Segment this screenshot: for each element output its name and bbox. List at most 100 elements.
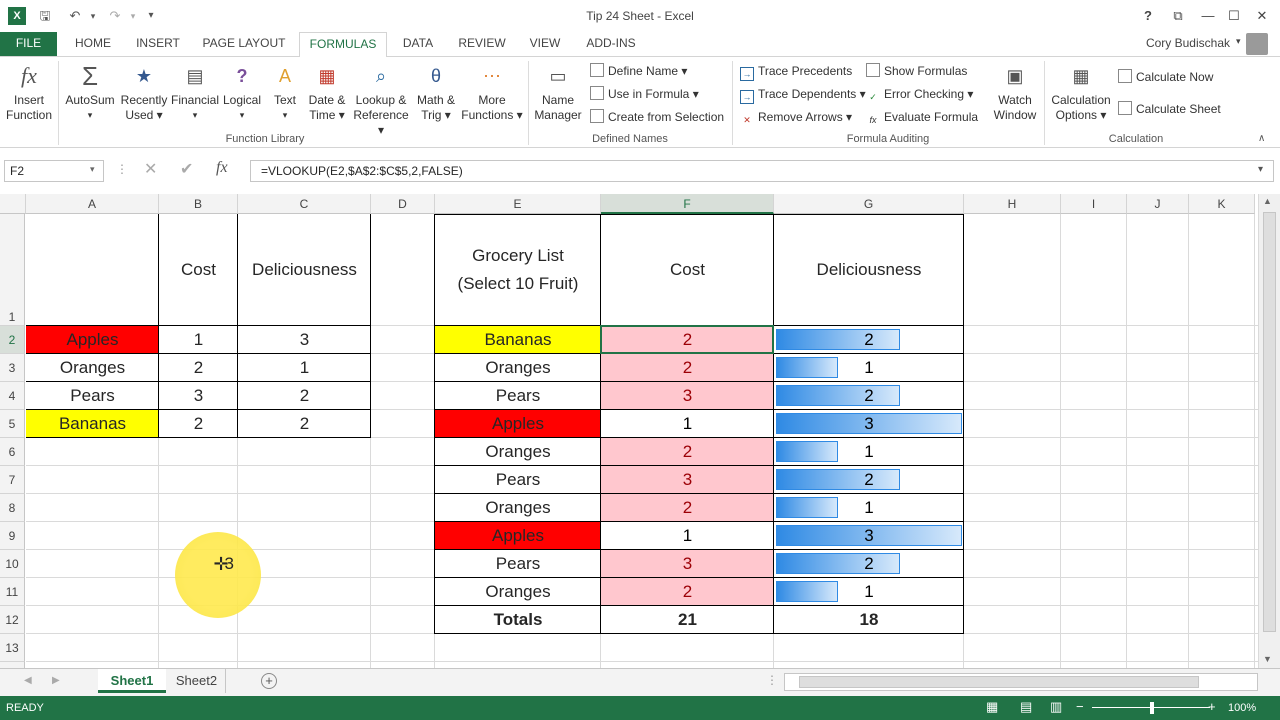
- close-icon[interactable]: ✕: [1256, 8, 1268, 23]
- grocery-deliciousness-cell[interactable]: 1: [864, 582, 874, 601]
- remove-arrows-button[interactable]: ✕ Remove Arrows ▾: [740, 107, 852, 127]
- user-dropdown-icon[interactable]: ▾: [1236, 36, 1241, 46]
- row-header-12[interactable]: 12: [0, 606, 25, 634]
- row-header-2[interactable]: 2: [0, 326, 25, 354]
- enter-icon[interactable]: ✔: [180, 161, 194, 178]
- more-functions-button[interactable]: ⋯ More Functions ▾: [460, 63, 524, 123]
- grocery-fruit-cell[interactable]: Apples: [435, 410, 601, 438]
- grocery-cost-cell[interactable]: 2: [601, 438, 774, 466]
- name-box[interactable]: F2: [4, 160, 104, 182]
- row-header-7[interactable]: 7: [0, 466, 25, 494]
- deliciousness-cell[interactable]: 1: [299, 358, 310, 377]
- deliciousness-cell[interactable]: 2: [299, 386, 310, 405]
- scroll-sheets-left-icon[interactable]: ◀: [24, 675, 32, 686]
- grocery-deliciousness-cell[interactable]: 3: [864, 414, 874, 433]
- redo-dropdown-icon[interactable]: ▾: [130, 11, 136, 21]
- logical-button[interactable]: ? Logical ▾: [220, 63, 264, 123]
- use-in-formula-button[interactable]: Use in Formula ▾: [590, 84, 699, 104]
- row-header-11[interactable]: 11: [0, 578, 25, 606]
- row-header-9[interactable]: 9: [0, 522, 25, 550]
- grocery-cost-cell[interactable]: 2: [601, 578, 774, 606]
- worksheet-grid[interactable]: ABCDEFGHIJK1234567891011121314CostDelici…: [0, 194, 1258, 668]
- text-button[interactable]: A Text ▾: [266, 63, 304, 123]
- grocery-deliciousness-cell[interactable]: 2: [864, 386, 874, 405]
- undo-icon[interactable]: ↶: [69, 8, 81, 23]
- row-header-13[interactable]: 13: [0, 634, 25, 662]
- row-header-8[interactable]: 8: [0, 494, 25, 522]
- tab-file[interactable]: FILE: [0, 32, 57, 56]
- collapse-ribbon-icon[interactable]: ∧: [1258, 133, 1266, 144]
- grocery-fruit-cell[interactable]: Pears: [495, 554, 541, 573]
- formula-input[interactable]: =VLOOKUP(E2,$A$2:$C$5,2,FALSE): [250, 160, 1274, 182]
- grocery-cost-cell[interactable]: 3: [601, 382, 774, 410]
- tab-formulas[interactable]: FORMULAS: [299, 32, 387, 57]
- row-header-5[interactable]: 5: [0, 410, 25, 438]
- grocery-deliciousness-cell[interactable]: 3: [864, 526, 874, 545]
- watch-window-button[interactable]: ▣ Watch Window: [986, 63, 1044, 123]
- insert-function-fx-icon[interactable]: fx: [216, 159, 228, 176]
- scroll-down-icon[interactable]: ▼: [1263, 654, 1272, 664]
- grocery-cost-cell[interactable]: 2: [601, 326, 774, 354]
- define-name-button[interactable]: Define Name ▾: [590, 61, 687, 81]
- grocery-fruit-cell[interactable]: Pears: [495, 470, 541, 489]
- show-formulas-button[interactable]: Show Formulas: [866, 61, 967, 81]
- grocery-fruit-cell[interactable]: Oranges: [485, 582, 551, 601]
- stray-value-cell[interactable]: 3: [224, 554, 234, 573]
- grocery-fruit-cell[interactable]: Oranges: [485, 358, 551, 377]
- help-icon[interactable]: ?: [1144, 8, 1152, 23]
- grocery-cost-cell[interactable]: 1: [682, 526, 693, 545]
- page-break-view-icon[interactable]: ▥: [1050, 699, 1063, 714]
- vertical-scrollbar[interactable]: ▲ ▼: [1258, 194, 1280, 668]
- row-header-6[interactable]: 6: [0, 438, 25, 466]
- zoom-out-icon[interactable]: −: [1076, 699, 1084, 714]
- column-header-a[interactable]: A: [26, 194, 159, 214]
- customize-qat-icon[interactable]: ▾: [148, 10, 154, 21]
- cost-cell[interactable]: 1: [193, 330, 204, 349]
- scroll-thumb[interactable]: [1263, 212, 1276, 632]
- cost-cell[interactable]: 2: [193, 358, 204, 377]
- column-header-j[interactable]: J: [1127, 194, 1189, 214]
- column-header-e[interactable]: E: [435, 194, 601, 214]
- select-all-corner[interactable]: [0, 194, 26, 214]
- grocery-deliciousness-cell[interactable]: 2: [864, 330, 874, 349]
- deliciousness-cell[interactable]: 2: [299, 414, 310, 433]
- grocery-list-header-cell[interactable]: Grocery List (Select 10 Fruit): [435, 214, 601, 326]
- page-layout-view-icon[interactable]: ▤: [1020, 699, 1033, 714]
- row-header-14[interactable]: 14: [0, 662, 25, 668]
- column-header-f[interactable]: F: [601, 194, 774, 214]
- tab-insert[interactable]: INSERT: [136, 36, 180, 50]
- scroll-up-icon[interactable]: ▲: [1263, 196, 1272, 206]
- fruit-cell[interactable]: Apples: [26, 326, 159, 354]
- cost-header-cell[interactable]: Cost: [181, 260, 216, 279]
- deliciousness-cell[interactable]: 3: [299, 330, 310, 349]
- save-icon[interactable]: 🖫: [39, 8, 51, 23]
- lookup-reference-button[interactable]: ⌕ Lookup & Reference ▾: [350, 63, 412, 138]
- cancel-icon[interactable]: ✕: [144, 161, 158, 178]
- autosum-button[interactable]: Σ AutoSum ▾: [65, 61, 115, 120]
- avatar[interactable]: [1246, 33, 1268, 55]
- grocery-fruit-cell[interactable]: Pears: [495, 386, 541, 405]
- row-header-10[interactable]: 10: [0, 550, 25, 578]
- total-cost-cell[interactable]: 21: [678, 610, 697, 629]
- tab-review[interactable]: REVIEW: [458, 36, 506, 50]
- scroll-sheets-right-icon[interactable]: ▶: [52, 675, 60, 686]
- column-header-b[interactable]: B: [159, 194, 238, 214]
- trace-precedents-button[interactable]: → Trace Precedents: [740, 61, 852, 81]
- total-deliciousness-cell[interactable]: 18: [859, 610, 879, 629]
- user-name[interactable]: Cory Budischak: [1145, 36, 1230, 50]
- split-handle-icon[interactable]: ⋮: [766, 673, 778, 687]
- maximize-icon[interactable]: ☐: [1228, 8, 1240, 23]
- horizontal-scroll-thumb[interactable]: [799, 676, 1199, 688]
- tab-home[interactable]: HOME: [75, 36, 111, 50]
- grocery-fruit-cell[interactable]: Apples: [435, 522, 601, 550]
- financial-button[interactable]: ▤ Financial ▾: [170, 63, 220, 123]
- tab-view[interactable]: VIEW: [529, 36, 561, 50]
- row-header-3[interactable]: 3: [0, 354, 25, 382]
- row-header-4[interactable]: 4: [0, 382, 25, 410]
- tab-data[interactable]: DATA: [402, 36, 434, 50]
- calculate-sheet-button[interactable]: Calculate Sheet: [1118, 99, 1221, 119]
- error-checking-button[interactable]: ✓ Error Checking ▾: [866, 84, 973, 104]
- sheet-tab-sheet1[interactable]: Sheet1: [98, 669, 166, 693]
- calculation-options-button[interactable]: ▦ Calculation Options ▾: [1046, 63, 1116, 123]
- grocery-cost-cell[interactable]: 1: [682, 414, 693, 433]
